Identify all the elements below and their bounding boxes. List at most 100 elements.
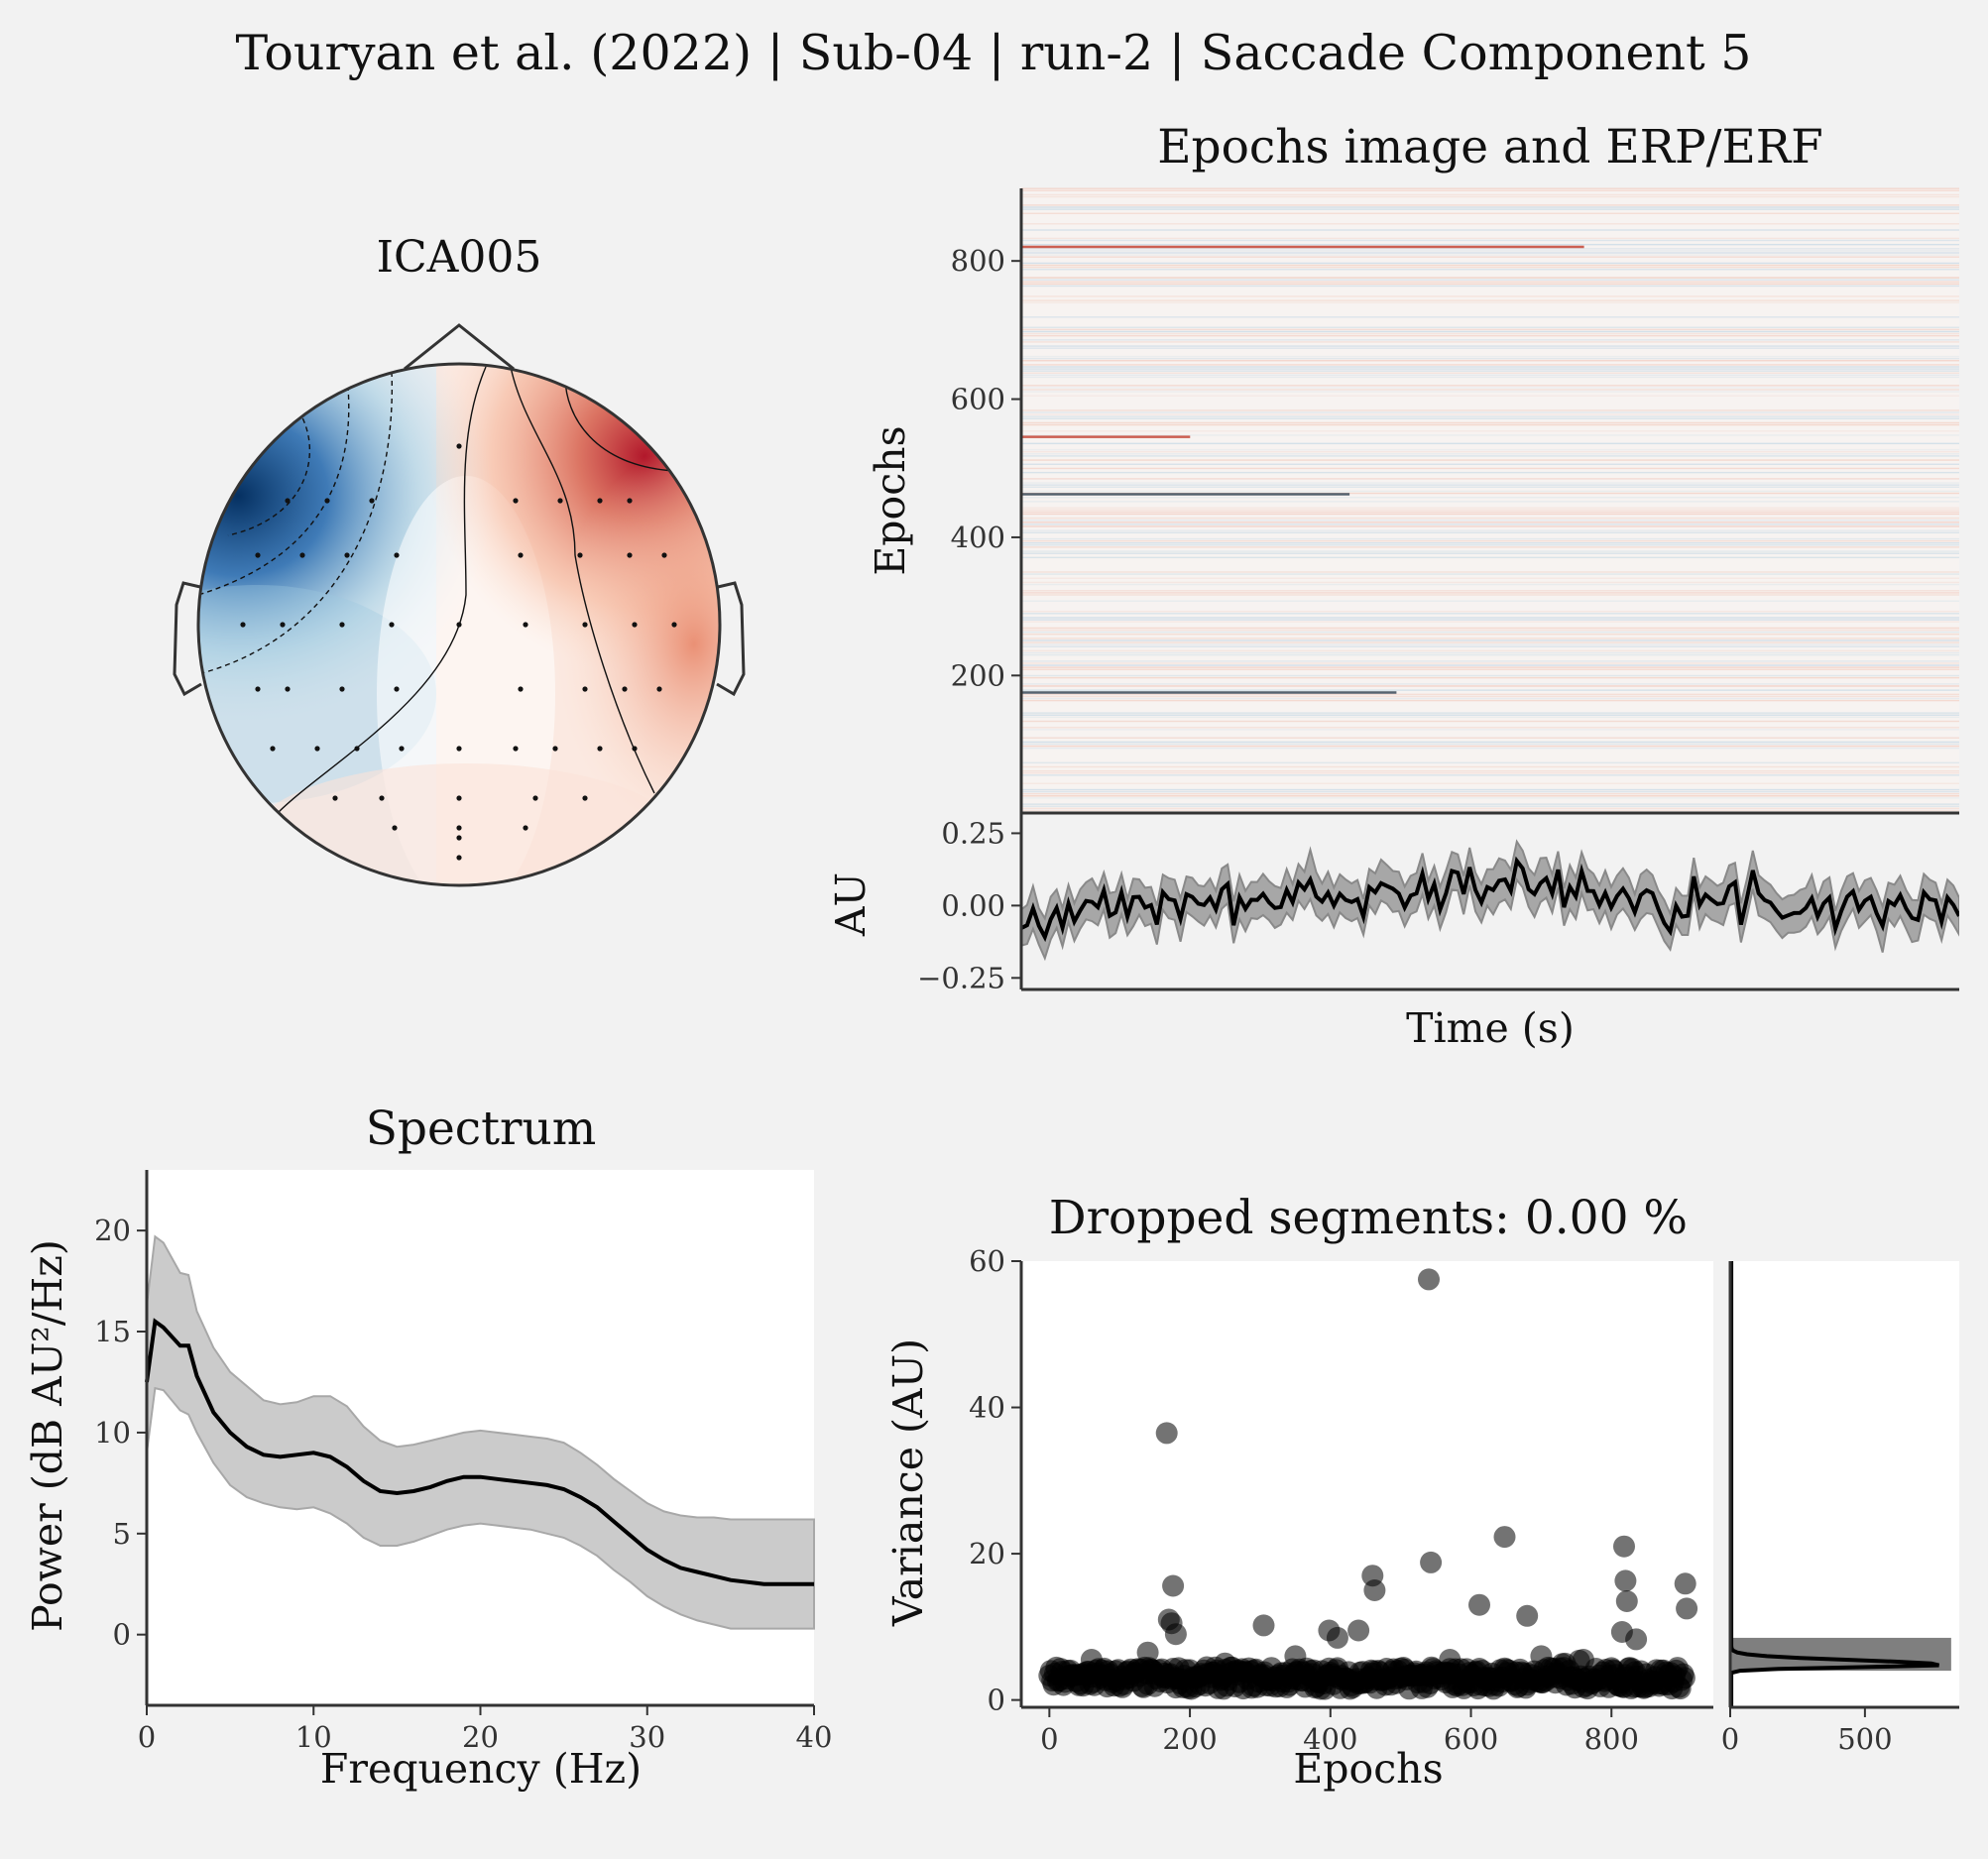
- variance-x-tick-label: 600: [1444, 1722, 1498, 1756]
- spectrum-x-axis: 0 10 20 30 40: [138, 1705, 832, 1754]
- variance-point-outlier: [1252, 1614, 1275, 1637]
- epoch-row: [1021, 633, 1959, 636]
- epoch-row: [1021, 212, 1959, 214]
- epoch-row: [1021, 662, 1959, 664]
- epoch-row: [1021, 621, 1959, 623]
- epoch-row: [1021, 376, 1959, 379]
- variance-point-outlier: [1516, 1604, 1539, 1627]
- epoch-row: [1021, 788, 1959, 791]
- variance-point-outlier: [1080, 1649, 1103, 1671]
- epoch-row: [1021, 277, 1959, 279]
- sensor-dot: [582, 622, 588, 628]
- epoch-row: [1021, 467, 1959, 470]
- sensor-dot: [354, 746, 360, 752]
- epoch-row: [1021, 525, 1959, 527]
- sensor-dot: [582, 795, 588, 801]
- epoch-row: [1021, 741, 1959, 744]
- sensor-dot: [632, 622, 638, 628]
- epoch-row: [1021, 316, 1959, 318]
- epoch-row: [1021, 295, 1959, 297]
- spectrum-y-tick-label: 5: [113, 1517, 131, 1551]
- epoch-row: [1021, 649, 1959, 652]
- epoch-row: [1021, 693, 1959, 696]
- epoch-row: [1021, 229, 1959, 231]
- variance-xlabel: Epochs: [1293, 1745, 1443, 1793]
- variance-point-outlier: [1613, 1535, 1635, 1558]
- variance-point-outlier: [1418, 1268, 1440, 1291]
- epoch-row: [1021, 256, 1959, 258]
- epoch-row: [1021, 453, 1959, 455]
- variance-ylabel: Variance (AU): [884, 1338, 932, 1627]
- epoch-row: [1021, 594, 1959, 596]
- sensor-dot: [597, 498, 603, 504]
- sensor-dot: [656, 686, 662, 692]
- erp-panel: 0.25 0.00 −0.25 AU Time (s): [827, 813, 1959, 1052]
- spectrum-x-tick-label: 10: [295, 1720, 332, 1754]
- sensor-dot: [339, 686, 345, 692]
- spectrum-y-tick-label: 0: [113, 1618, 131, 1652]
- epoch-row: [1021, 511, 1959, 514]
- sensor-dot: [627, 498, 633, 504]
- epoch-row: [1021, 385, 1959, 387]
- topomap-title: ICA005: [377, 232, 542, 283]
- epoch-row: [1021, 442, 1959, 445]
- epochs-image-y-tick-label: 200: [951, 658, 1005, 692]
- epoch-row: [1021, 507, 1959, 509]
- epoch-row: [1021, 486, 1959, 488]
- epoch-row: [1021, 357, 1959, 360]
- head-right-ear: [716, 581, 746, 697]
- epoch-row: [1021, 571, 1959, 573]
- epoch-row: [1021, 492, 1959, 495]
- epoch-row: [1021, 643, 1959, 645]
- epoch-row: [1021, 360, 1959, 362]
- epoch-row: [1021, 254, 1959, 256]
- epoch-row: [1021, 451, 1959, 453]
- epoch-row: [1021, 676, 1959, 679]
- variance-point-outlier: [1615, 1590, 1638, 1612]
- epoch-row: [1021, 577, 1959, 579]
- sensor-dot: [518, 552, 524, 558]
- epoch-row: [1021, 193, 1959, 196]
- epoch-row: [1021, 590, 1959, 592]
- epoch-row: [1021, 699, 1959, 702]
- epoch-row: [1021, 364, 1959, 366]
- epoch-row: [1021, 807, 1959, 810]
- variance-point-outlier: [1625, 1628, 1648, 1651]
- variance-point-outlier: [1363, 1579, 1386, 1601]
- epoch-row: [1021, 471, 1959, 474]
- epoch-row: [1021, 204, 1959, 206]
- epoch-row: [1021, 531, 1959, 533]
- epoch-row: [1021, 484, 1959, 486]
- epoch-row: [1021, 651, 1959, 654]
- epoch-row: [1021, 520, 1959, 522]
- epoch-row: [1021, 448, 1959, 451]
- epoch-row: [1021, 501, 1959, 503]
- spectrum-x-tick-label: 0: [138, 1720, 156, 1754]
- variance-x-tick-label: 200: [1162, 1722, 1217, 1756]
- epoch-row: [1021, 689, 1959, 691]
- epochs-image-y-tick-label: 400: [951, 521, 1005, 554]
- head-nose: [404, 323, 515, 371]
- spectrum-mean-line: [145, 1318, 814, 1586]
- epoch-row: [1021, 250, 1959, 252]
- epoch-row: [1021, 782, 1959, 784]
- sensor-dot: [324, 498, 330, 504]
- sensor-dot: [671, 622, 677, 628]
- epoch-row: [1021, 248, 1959, 250]
- epoch-row: [1021, 720, 1959, 723]
- epoch-row: [1021, 413, 1959, 415]
- epoch-row: [1021, 544, 1959, 546]
- sensor-dot: [518, 686, 524, 692]
- variance-y-tick-label: 60: [969, 1244, 1005, 1278]
- epoch-row: [1021, 411, 1959, 413]
- epoch-row: [1021, 645, 1959, 647]
- variance-hist-x-tick-label: 0: [1721, 1722, 1739, 1756]
- epoch-row: [1021, 712, 1959, 714]
- epoch-row: [1021, 714, 1959, 716]
- variance-point-outlier: [1420, 1551, 1443, 1573]
- sensor-dot: [532, 795, 538, 801]
- sensor-dot: [456, 746, 462, 752]
- epoch-row: [1021, 805, 1959, 807]
- variance-point-outlier: [1214, 1652, 1236, 1675]
- variance-point-outlier: [1155, 1422, 1178, 1445]
